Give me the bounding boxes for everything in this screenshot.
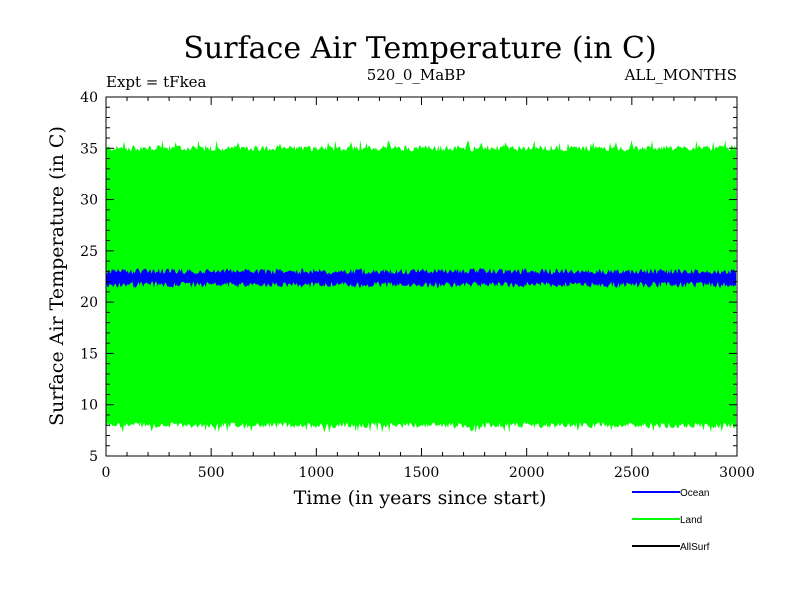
axes: 0 500 1000 1500 2000 2500 3000 5 10 15 20 25 30 35 40 xyxy=(80,90,755,481)
header-left: Expt = tFkea xyxy=(106,73,207,91)
y-tick-label: 15 xyxy=(80,346,98,362)
x-tick-label: 1000 xyxy=(299,465,335,481)
legend-label-ocean: Ocean xyxy=(680,488,709,499)
plot-area xyxy=(106,140,736,433)
y-tick-label: 25 xyxy=(80,244,98,260)
y-tick-label: 40 xyxy=(80,90,98,106)
x-tick-label: 2500 xyxy=(614,465,650,481)
legend: Ocean Land AllSurf xyxy=(632,488,710,553)
y-axis-label: Surface Air Temperature (in C) xyxy=(46,126,68,426)
header-right: ALL_MONTHS xyxy=(624,66,737,84)
x-tick-label: 1500 xyxy=(404,465,440,481)
x-tick-label: 3000 xyxy=(719,465,755,481)
legend-label-land: Land xyxy=(680,515,702,526)
x-tick-label: 2000 xyxy=(509,465,545,481)
series-ocean-band xyxy=(106,268,736,288)
legend-label-allsurf: AllSurf xyxy=(680,542,710,553)
y-tick-label: 5 xyxy=(89,449,98,465)
x-axis-label: Time (in years since start) xyxy=(294,487,547,509)
header-center: 520_0_MaBP xyxy=(367,66,466,84)
chart-title: Surface Air Temperature (in C) xyxy=(183,31,656,66)
x-tick-label: 500 xyxy=(198,465,225,481)
x-tick-label: 0 xyxy=(102,465,111,481)
y-tick-label: 30 xyxy=(80,193,98,209)
y-tick-label: 20 xyxy=(80,295,98,311)
y-tick-label: 35 xyxy=(80,141,98,157)
y-tick-label: 10 xyxy=(80,398,98,414)
